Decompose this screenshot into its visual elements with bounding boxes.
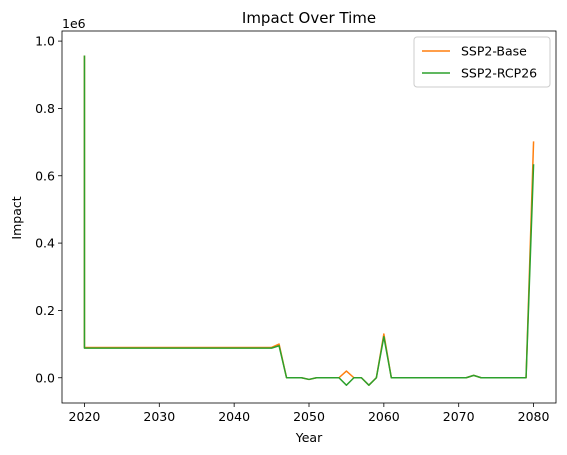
x-tick-label: 2020 — [69, 409, 101, 424]
legend-box — [413, 36, 551, 88]
series-layer — [83, 55, 535, 386]
y-tick-label: 1.0 — [35, 34, 55, 49]
x-tick-label: 2040 — [218, 409, 250, 424]
y-tick-label: 0.0 — [35, 370, 55, 385]
x-tick-label: 2030 — [143, 409, 175, 424]
x-axis-label: Year — [295, 430, 323, 445]
y-axis-label: Impact — [9, 196, 24, 239]
y-tick-label: 0.2 — [35, 303, 55, 318]
y-tick-label: 0.4 — [35, 236, 55, 251]
y-offset-label: 1e6 — [62, 16, 86, 31]
x-tick-label: 2080 — [518, 409, 550, 424]
y-tick-label: 0.8 — [35, 101, 55, 116]
x-tick-label: 2060 — [368, 409, 400, 424]
series-line-ssp2-rcp26 — [83, 55, 535, 386]
axes-layer: 2020 2030 2040 2050 2060 2070 2080 0.0 0.2 0.4 0.6… — [35, 30, 557, 424]
x-tick-label: 2070 — [443, 409, 475, 424]
y-tick-label: 0.6 — [35, 168, 55, 183]
legend-label-ssp2-rcp26: SSP2-RCP26 — [461, 66, 537, 81]
chart-title: Impact Over Time — [242, 9, 376, 27]
x-tick-label: 2050 — [293, 409, 325, 424]
legend-label-ssp2-base: SSP2-Base — [461, 44, 527, 59]
legend: SSP2-Base SSP2-RCP26 — [413, 36, 551, 88]
